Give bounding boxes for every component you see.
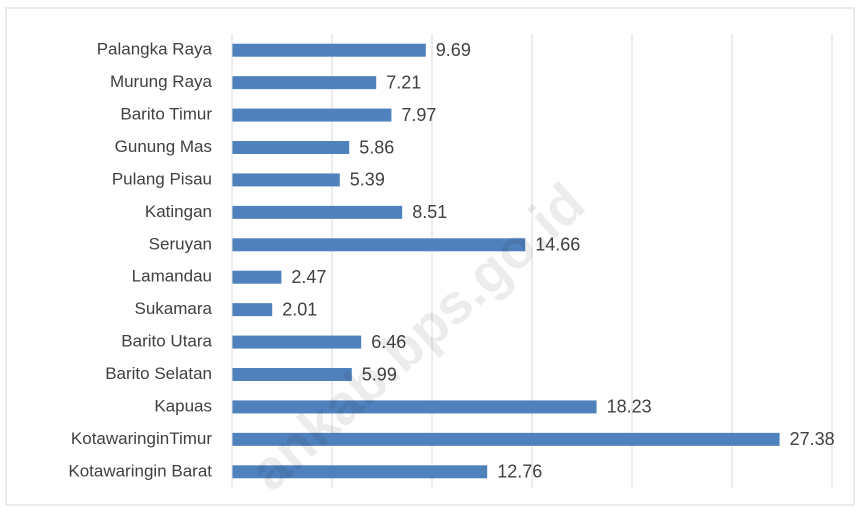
- data-label: 18.23: [607, 397, 652, 417]
- data-label: 7.97: [401, 105, 436, 125]
- y-tick-label: Barito Timur: [120, 105, 212, 124]
- chart-frame: [5, 7, 855, 506]
- bar: [232, 76, 377, 90]
- bar: [232, 238, 526, 252]
- y-tick-label: Lamandau: [132, 267, 212, 286]
- bar: [232, 270, 282, 284]
- data-label: 2.47: [291, 267, 326, 287]
- y-tick-label: Kotawaringin Barat: [68, 461, 212, 480]
- data-label: 8.51: [412, 202, 447, 222]
- y-tick-label: Seruyan: [149, 234, 212, 253]
- data-label: 9.69: [436, 40, 471, 60]
- y-tick-label: Barito Selatan: [105, 364, 212, 383]
- bar: [232, 335, 362, 349]
- data-label: 12.76: [497, 462, 542, 482]
- bar: [232, 108, 392, 122]
- bar: [232, 205, 403, 219]
- data-label: 6.46: [371, 332, 406, 352]
- bar: [232, 173, 340, 187]
- y-tick-label: Sukamara: [135, 299, 213, 318]
- data-label: 5.99: [362, 364, 397, 384]
- bar: [232, 141, 350, 154]
- data-label: 5.39: [350, 170, 385, 190]
- y-tick-label: Kapuas: [154, 396, 212, 415]
- data-label: 5.86: [359, 137, 394, 157]
- bar: [232, 400, 597, 414]
- bar: [232, 303, 273, 317]
- y-tick-label: KotawaringinTimur: [71, 429, 212, 448]
- data-label: 2.01: [282, 299, 317, 319]
- data-label: 7.21: [386, 72, 421, 92]
- y-tick-label: Murung Raya: [110, 72, 213, 91]
- bar: [232, 43, 426, 57]
- data-label: 27.38: [790, 429, 835, 449]
- bar: [232, 432, 780, 446]
- y-tick-label: Barito Utara: [121, 332, 212, 351]
- y-tick-label: Gunung Mas: [115, 137, 212, 156]
- y-tick-label: Palangka Raya: [97, 40, 213, 59]
- bar: [232, 368, 352, 381]
- data-label: 14.66: [535, 235, 580, 255]
- y-tick-label: Pulang Pisau: [112, 169, 212, 188]
- y-tick-label: Katingan: [145, 202, 212, 221]
- bar: [232, 465, 488, 479]
